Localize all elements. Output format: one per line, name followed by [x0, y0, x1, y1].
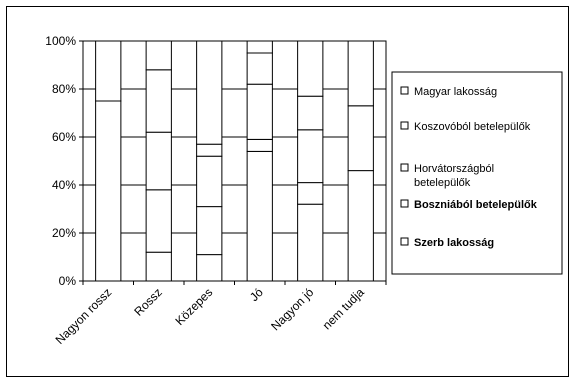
x-tick-label: nem tudja: [320, 285, 367, 332]
bar-segment: [196, 143, 223, 157]
y-tick-label: 60%: [52, 130, 76, 144]
bar-segment: [145, 189, 172, 253]
x-tick-label: Nagyon jó: [268, 285, 316, 333]
x-tick-label: Jó: [247, 285, 266, 304]
bar-segment: [145, 40, 172, 71]
legend-label: Boszniából betelepülők: [414, 199, 538, 211]
bar-segment: [347, 170, 374, 282]
legend-label: Magyar lakosság: [414, 86, 497, 98]
bar-segment: [196, 155, 223, 208]
bar-segment: [95, 40, 122, 102]
x-tick-label: Nagyon rossz: [53, 285, 115, 347]
legend-label: Horvátországból: [414, 163, 494, 175]
legend-label-line2: betelepülők: [414, 177, 471, 189]
bar-segment: [297, 203, 324, 282]
y-tick-label: 40%: [52, 178, 76, 192]
legend-label: Szerb lakosság: [414, 237, 494, 249]
bar-segment: [246, 138, 273, 152]
y-tick-label: 80%: [52, 82, 76, 96]
bar-segment: [246, 40, 273, 54]
bar-segment: [196, 206, 223, 256]
y-tick-label: 20%: [52, 226, 76, 240]
bar-segment: [145, 131, 172, 191]
bar-segment: [196, 40, 223, 145]
legend-swatch: [400, 199, 409, 208]
legend-box: [391, 71, 563, 275]
bar-segment: [297, 95, 324, 131]
bar-segment: [347, 105, 374, 172]
bar-segment: [297, 129, 324, 184]
legend-swatch: [400, 86, 409, 95]
bar-segment: [297, 40, 324, 97]
bar-segment: [95, 100, 122, 282]
y-tick-label: 0%: [59, 274, 77, 288]
legend-swatch: [400, 237, 409, 246]
bar-segment: [196, 254, 223, 282]
bar-segment: [246, 52, 273, 85]
legend-swatch: [400, 121, 409, 130]
legend-label: Koszovóból betelepülők: [414, 121, 531, 133]
bar-segment: [145, 251, 172, 282]
x-tick-label: Közepes: [172, 285, 215, 328]
bar-segment: [297, 182, 324, 205]
x-tick-label: Rossz: [131, 285, 164, 318]
bar-segment: [145, 69, 172, 133]
bar-segment: [246, 150, 273, 282]
bar-segment: [246, 83, 273, 140]
y-tick-label: 100%: [45, 34, 76, 48]
plot-area: [82, 40, 387, 282]
legend-swatch: [400, 163, 409, 172]
bar-segment: [347, 40, 374, 107]
